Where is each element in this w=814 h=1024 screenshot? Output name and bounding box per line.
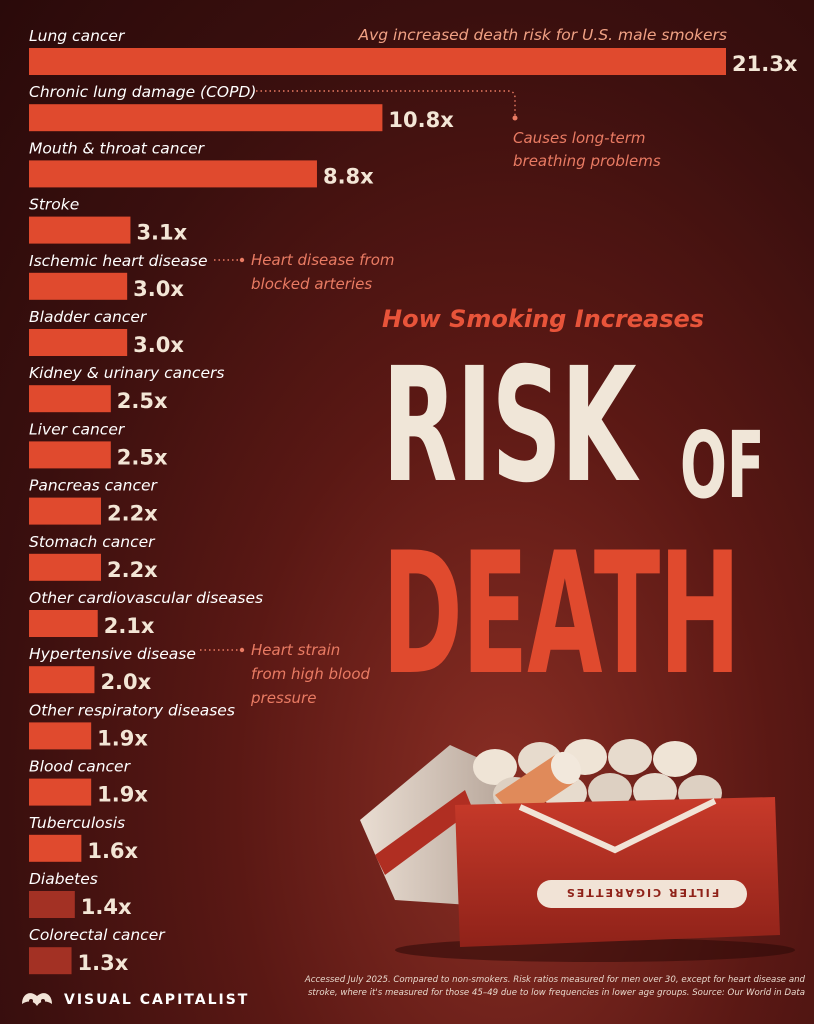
bar-category-label: Liver cancer xyxy=(29,420,126,438)
bar-category-label: Diabetes xyxy=(29,870,98,888)
bar xyxy=(29,834,82,862)
bar-value-label: 1.9x xyxy=(97,726,148,750)
visual-capitalist-logo-icon xyxy=(22,993,52,1006)
title-death: DEATH xyxy=(382,516,741,712)
bar-value-label: 2.5x xyxy=(117,389,168,413)
brand: VISUAL CAPITALIST xyxy=(20,988,249,1012)
bar xyxy=(29,553,101,581)
bar-value-label: 2.1x xyxy=(104,614,155,638)
copd-leader-dot xyxy=(512,115,518,121)
bar xyxy=(29,497,101,525)
title-block: How Smoking Increases RISK OF DEATH xyxy=(382,305,802,698)
bar xyxy=(29,329,128,356)
bar-value-label: 2.5x xyxy=(117,445,168,469)
bar-category-label: Hypertensive disease xyxy=(29,645,196,663)
ischemic-leader-dot xyxy=(239,257,245,263)
pack-notch xyxy=(518,798,717,854)
bar-category-label: Lung cancer xyxy=(29,27,126,45)
bar-category-label: Stroke xyxy=(29,196,79,214)
ischemic-annotation: Heart disease from blocked arteries xyxy=(251,251,399,293)
bar-value-label: 1.4x xyxy=(81,895,132,919)
bar xyxy=(29,48,726,75)
bar-category-label: Mouth & throat cancer xyxy=(29,139,206,157)
header-note: Avg increased death risk for U.S. male s… xyxy=(357,26,727,44)
bar-value-label: 2.0x xyxy=(100,670,151,694)
bar xyxy=(29,947,72,975)
bar-value-label: 8.8x xyxy=(323,164,374,188)
bar-category-label: Other respiratory diseases xyxy=(29,701,235,719)
bar xyxy=(29,722,92,750)
hypertensive-annotation: Heart strain from high blood pressure xyxy=(250,641,375,707)
bar-value-label: 21.3x xyxy=(732,52,798,76)
bar-value-label: 3.0x xyxy=(133,333,184,357)
bar-category-label: Colorectal cancer xyxy=(29,926,166,944)
bar xyxy=(29,160,317,188)
copd-leader-line xyxy=(256,90,516,116)
bar-value-label: 1.9x xyxy=(97,783,148,807)
bar-category-label: Other cardiovascular diseases xyxy=(29,589,263,607)
hypertensive-annotation-line-3: pressure xyxy=(250,689,316,707)
bar-value-label: 3.1x xyxy=(136,221,187,245)
title-risk: RISK xyxy=(382,334,637,518)
bar xyxy=(29,778,92,806)
bar-category-label: Pancreas cancer xyxy=(29,477,159,495)
bar-category-label: Chronic lung damage (COPD) xyxy=(29,83,256,101)
copd-annotation-line-1: Causes long-term xyxy=(513,129,645,147)
copd-annotation: Causes long-term breathing problems xyxy=(513,129,661,170)
bar xyxy=(29,216,131,244)
bar-category-label: Ischemic heart disease xyxy=(29,252,208,270)
bar xyxy=(29,610,98,637)
bar xyxy=(29,441,111,469)
brand-name: VISUAL CAPITALIST xyxy=(64,992,250,1008)
bars-layer: Lung cancer 21.3x Chronic lung damage (COP… xyxy=(29,27,798,975)
title-of: OF xyxy=(680,412,765,519)
bar-category-label: Tuberculosis xyxy=(29,814,125,832)
bar xyxy=(29,385,111,413)
bar xyxy=(29,272,128,300)
bar-value-label: 2.2x xyxy=(107,558,158,582)
copd-annotation-line-2: breathing problems xyxy=(513,152,661,170)
bar-category-label: Bladder cancer xyxy=(29,308,148,326)
hypertensive-annotation-line-1: Heart strain xyxy=(251,641,340,659)
hypertensive-annotation-line-2: from high blood xyxy=(251,665,371,683)
bar xyxy=(29,666,95,694)
cigarette-pack-illustration: FILTER CIGARETTES xyxy=(360,739,795,962)
bar xyxy=(29,891,75,918)
ischemic-annotation-line-2: blocked arteries xyxy=(251,275,372,293)
pack-body xyxy=(455,797,780,947)
ischemic-annotation-line-1: Heart disease from xyxy=(251,251,395,269)
bar-value-label: 10.8x xyxy=(388,108,454,132)
bar-category-label: Blood cancer xyxy=(29,758,132,776)
hypertensive-leader-dot xyxy=(239,647,245,653)
pack-label-band xyxy=(537,880,747,908)
bar-value-label: 3.0x xyxy=(133,277,184,301)
bar-value-label: 1.3x xyxy=(78,951,129,975)
bar-category-label: Kidney & urinary cancers xyxy=(29,364,224,382)
bar xyxy=(29,104,383,132)
pack-label-text: FILTER CIGARETTES xyxy=(565,886,720,899)
chart-subtitle: How Smoking Increases xyxy=(382,305,705,333)
footnote: Accessed July 2025. Compared to non-smok… xyxy=(304,975,805,998)
bar-value-label: 2.2x xyxy=(107,502,158,526)
bar-value-label: 1.6x xyxy=(87,839,138,863)
bar-category-label: Stomach cancer xyxy=(29,533,156,551)
pack-lid-band xyxy=(375,790,473,875)
